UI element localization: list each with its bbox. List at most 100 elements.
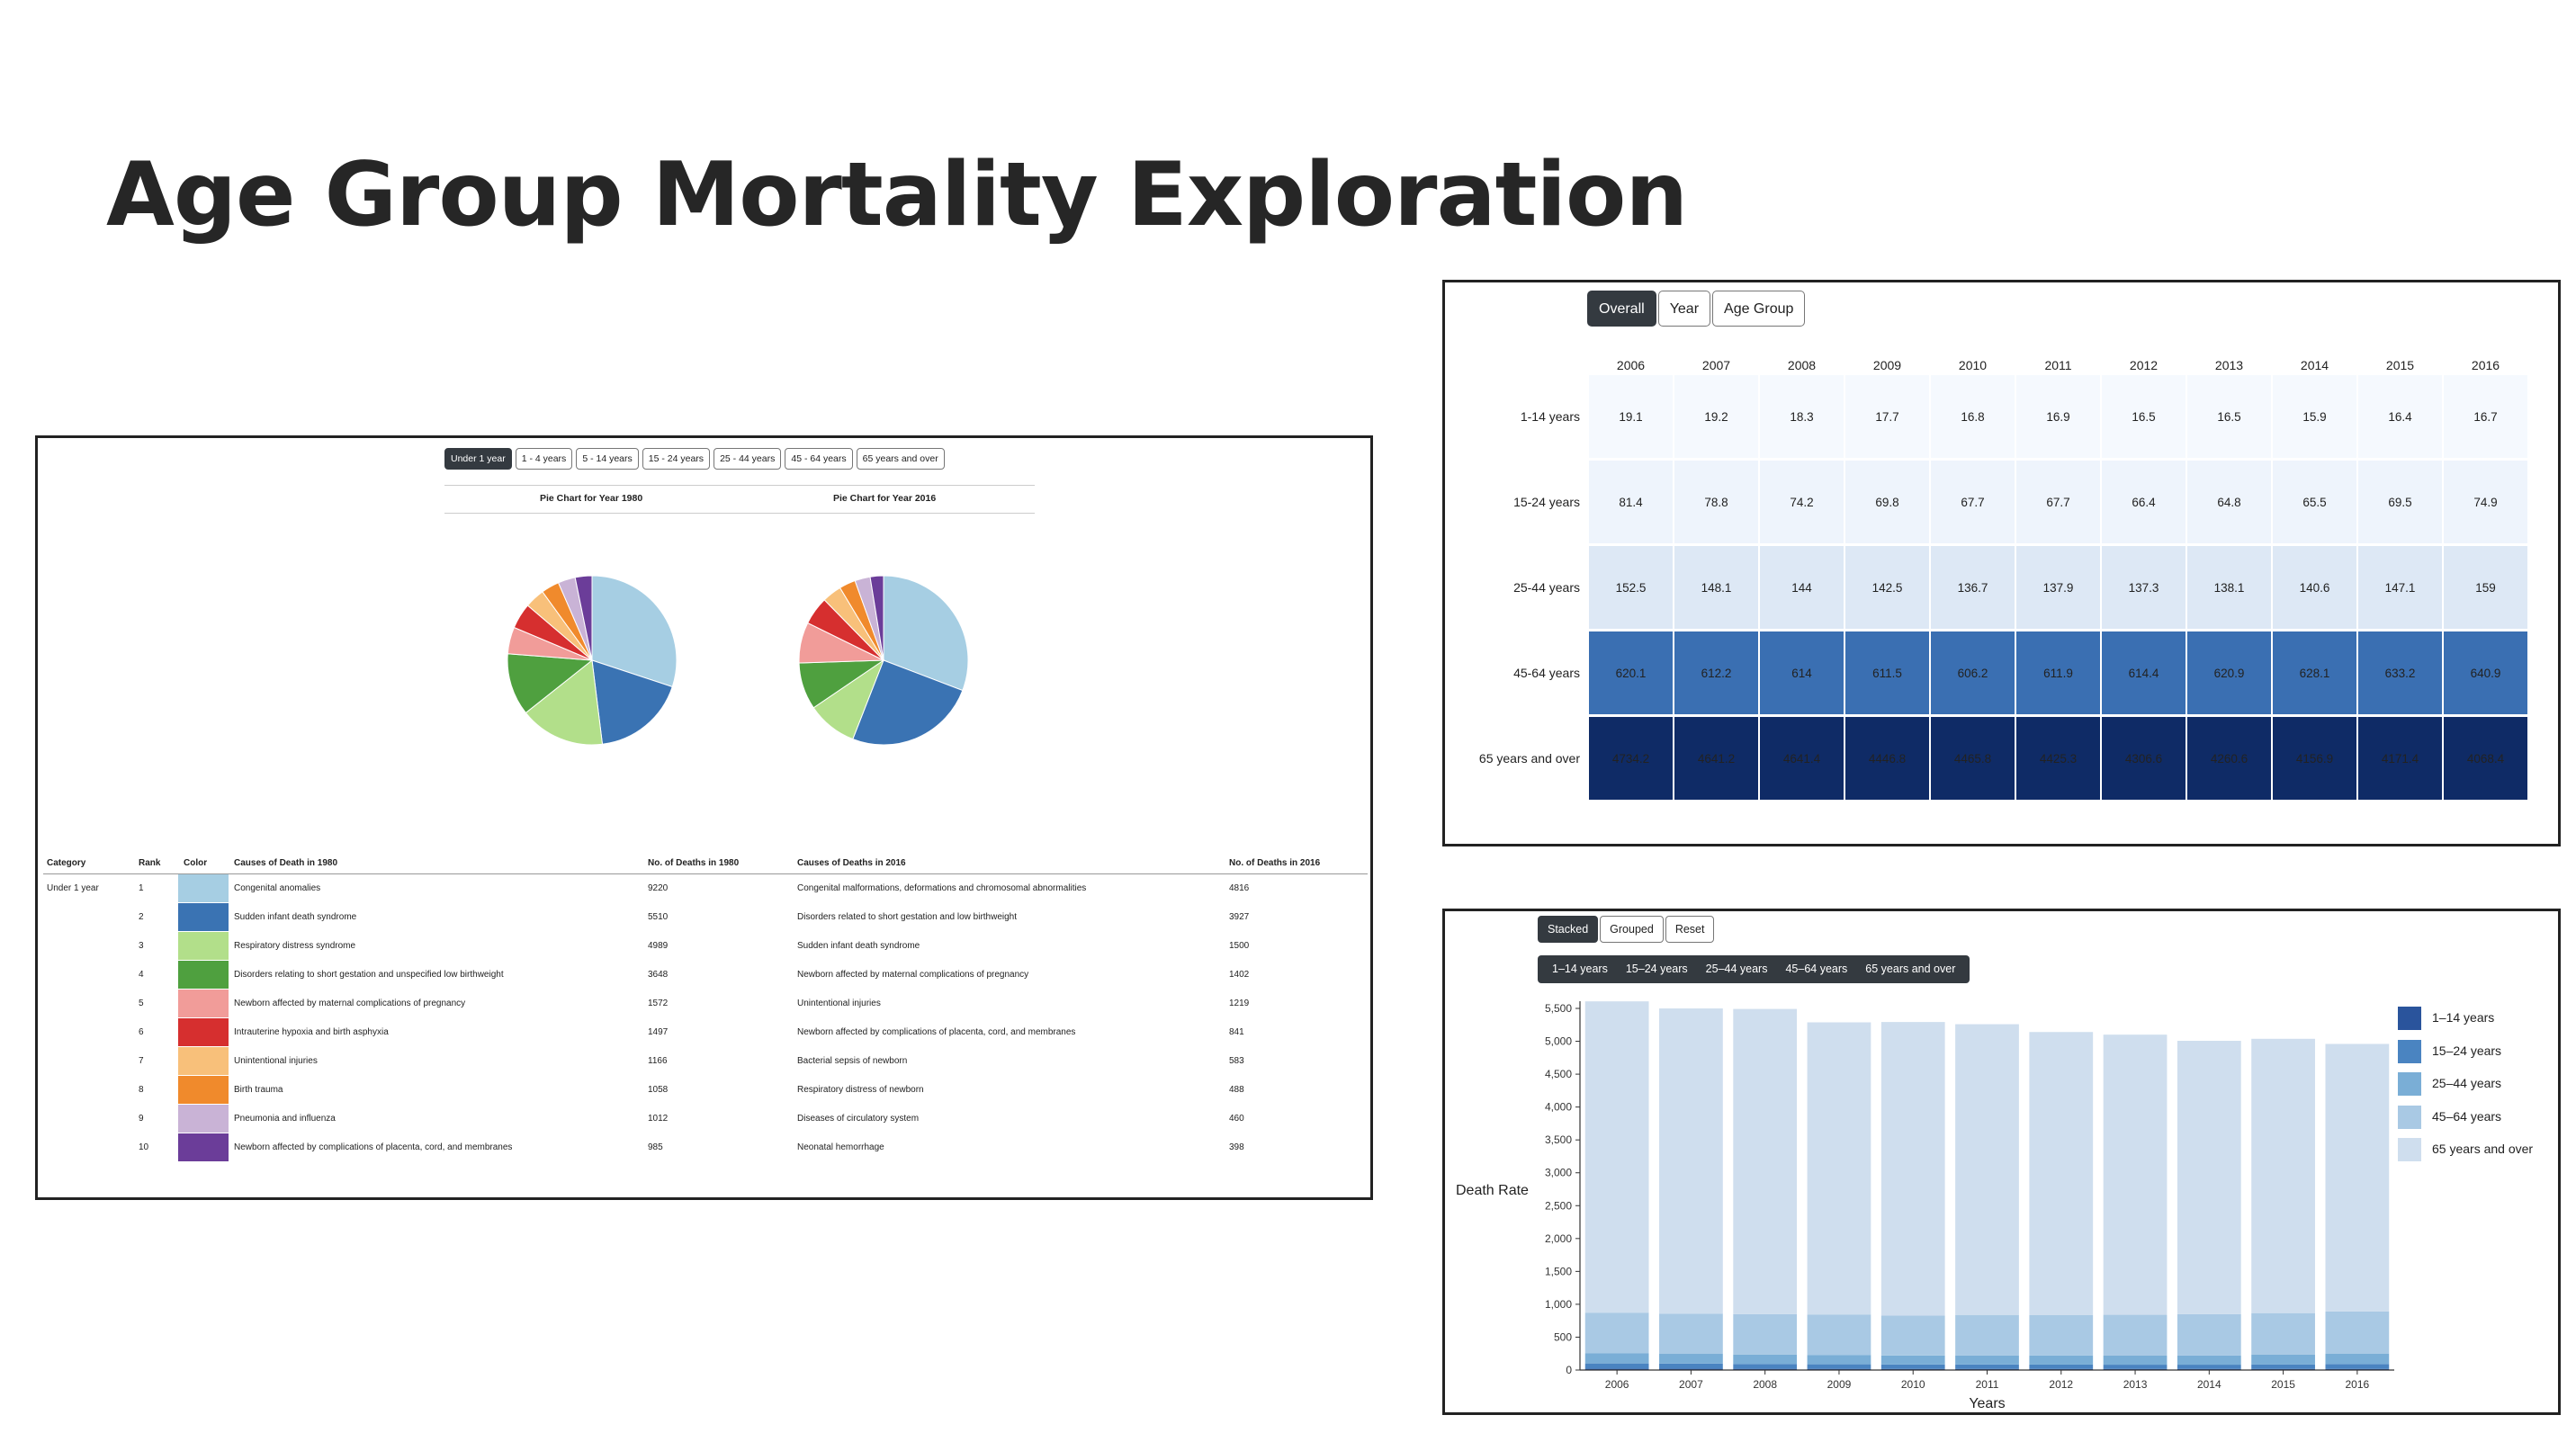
bar-segment[interactable] xyxy=(2177,1041,2241,1314)
bar-segment[interactable] xyxy=(2251,1038,2315,1313)
bar-segment[interactable] xyxy=(1584,1363,1649,1369)
bar-segment[interactable] xyxy=(1584,1368,1649,1370)
heatmap-cell[interactable]: 147.1 xyxy=(2358,546,2442,629)
bar-segment[interactable] xyxy=(1584,1001,1649,1313)
pie-slice[interactable] xyxy=(591,659,673,745)
pie-slice[interactable] xyxy=(869,575,884,661)
bar-segment[interactable] xyxy=(1880,1355,1945,1365)
series-button-45-64[interactable]: 45–64 years xyxy=(1785,963,1848,975)
bar-segment[interactable] xyxy=(1807,1355,1871,1365)
bar-segment[interactable] xyxy=(2029,1355,2094,1365)
pie-slice[interactable] xyxy=(883,575,969,692)
heatmap-cell[interactable]: 152.5 xyxy=(1589,546,1673,629)
bar-segment[interactable] xyxy=(2325,1311,2390,1354)
heatmap-cell[interactable]: 65.5 xyxy=(2273,461,2356,543)
heatmap-cell[interactable]: 16.8 xyxy=(1931,375,2015,458)
series-button-15-24[interactable]: 15–24 years xyxy=(1625,963,1688,975)
tab-45-64-years[interactable]: 45 - 64 years xyxy=(785,448,853,470)
heatmap-cell[interactable]: 620.1 xyxy=(1589,631,1673,714)
tab-5-14-years[interactable]: 5 - 14 years xyxy=(576,448,639,470)
series-button-65-over[interactable]: 65 years and over xyxy=(1865,963,1956,975)
pie-slice[interactable] xyxy=(507,653,594,714)
heatmap-cell[interactable]: 611.9 xyxy=(2016,631,2100,714)
bar-segment[interactable] xyxy=(1880,1315,1945,1356)
heatmap-cell[interactable]: 144 xyxy=(1760,546,1844,629)
bar-segment[interactable] xyxy=(1659,1354,1723,1364)
heatmap-cell[interactable]: 4446.8 xyxy=(1845,717,1929,800)
bar-segment[interactable] xyxy=(1955,1315,2019,1356)
heatmap-cell[interactable]: 66.4 xyxy=(2102,461,2186,543)
bar-segment[interactable] xyxy=(2251,1354,2315,1365)
bar-segment[interactable] xyxy=(2177,1365,2241,1369)
bar-segment[interactable] xyxy=(1659,1313,1723,1355)
heatmap-cell[interactable]: 4171.4 xyxy=(2358,717,2442,800)
heatmap-cell[interactable]: 614.4 xyxy=(2102,631,2186,714)
pie-slice[interactable] xyxy=(591,575,678,688)
bar-segment[interactable] xyxy=(2325,1368,2390,1370)
heatmap-cell[interactable]: 633.2 xyxy=(2358,631,2442,714)
bar-segment[interactable] xyxy=(1733,1354,1798,1365)
bar-segment[interactable] xyxy=(1733,1368,1798,1370)
tab-1-4-years[interactable]: 1 - 4 years xyxy=(515,448,573,470)
bar-segment[interactable] xyxy=(2029,1364,2094,1369)
heatmap-cell[interactable]: 67.7 xyxy=(2016,461,2100,543)
heatmap-cell[interactable]: 4465.8 xyxy=(1931,717,2015,800)
heatmap-cell[interactable]: 640.9 xyxy=(2444,631,2527,714)
heatmap-cell[interactable]: 628.1 xyxy=(2273,631,2356,714)
bar-segment[interactable] xyxy=(2251,1312,2315,1355)
tab-overall[interactable]: Overall xyxy=(1587,291,1656,327)
heatmap-cell[interactable]: 159 xyxy=(2444,546,2527,629)
heatmap-cell[interactable]: 16.4 xyxy=(2358,375,2442,458)
heatmap-cell[interactable]: 4068.4 xyxy=(2444,717,2527,800)
bar-segment[interactable] xyxy=(1955,1355,2019,1365)
heatmap-cell[interactable]: 138.1 xyxy=(2187,546,2271,629)
heatmap-cell[interactable]: 4306.6 xyxy=(2102,717,2186,800)
bar-segment[interactable] xyxy=(1955,1368,2019,1370)
bar-segment[interactable] xyxy=(1880,1368,1945,1370)
heatmap-cell[interactable]: 4260.6 xyxy=(2187,717,2271,800)
heatmap-cell[interactable]: 74.2 xyxy=(1760,461,1844,543)
bar-segment[interactable] xyxy=(1659,1368,1723,1370)
tab-25-44-years[interactable]: 25 - 44 years xyxy=(714,448,782,470)
bar-segment[interactable] xyxy=(1807,1364,1871,1369)
heatmap-cell[interactable]: 620.9 xyxy=(2187,631,2271,714)
heatmap-cell[interactable]: 81.4 xyxy=(1589,461,1673,543)
grouped-button[interactable]: Grouped xyxy=(1600,916,1664,943)
bar-segment[interactable] xyxy=(2325,1043,2390,1312)
bar-segment[interactable] xyxy=(1807,1368,1871,1370)
heatmap-cell[interactable]: 74.9 xyxy=(2444,461,2527,543)
heatmap-cell[interactable]: 611.5 xyxy=(1845,631,1929,714)
heatmap-cell[interactable]: 137.9 xyxy=(2016,546,2100,629)
heatmap-cell[interactable]: 136.7 xyxy=(1931,546,2015,629)
pie-slice[interactable] xyxy=(525,659,604,746)
bar-segment[interactable] xyxy=(2103,1314,2168,1356)
heatmap-cell[interactable]: 67.7 xyxy=(1931,461,2015,543)
series-button-25-44[interactable]: 25–44 years xyxy=(1705,963,1768,975)
bar-segment[interactable] xyxy=(1659,1008,1723,1314)
bar-segment[interactable] xyxy=(1880,1364,1945,1369)
bar-segment[interactable] xyxy=(2103,1365,2168,1369)
heatmap-cell[interactable]: 16.7 xyxy=(2444,375,2527,458)
bar-segment[interactable] xyxy=(2103,1034,2168,1315)
heatmap-cell[interactable]: 614 xyxy=(1760,631,1844,714)
heatmap-cell[interactable]: 69.5 xyxy=(2358,461,2442,543)
heatmap-cell[interactable]: 4425.3 xyxy=(2016,717,2100,800)
bar-segment[interactable] xyxy=(1955,1024,2019,1316)
heatmap-cell[interactable]: 64.8 xyxy=(2187,461,2271,543)
bar-segment[interactable] xyxy=(2325,1353,2390,1365)
heatmap-cell[interactable]: 140.6 xyxy=(2273,546,2356,629)
heatmap-cell[interactable]: 69.8 xyxy=(1845,461,1929,543)
bar-segment[interactable] xyxy=(1733,1364,1798,1369)
heatmap-cell[interactable]: 606.2 xyxy=(1931,631,2015,714)
bar-segment[interactable] xyxy=(1880,1022,1945,1316)
heatmap-cell[interactable]: 17.7 xyxy=(1845,375,1929,458)
bar-segment[interactable] xyxy=(1807,1022,1871,1315)
bar-segment[interactable] xyxy=(1584,1353,1649,1364)
pie-slice[interactable] xyxy=(852,659,964,746)
bar-segment[interactable] xyxy=(2103,1355,2168,1366)
heatmap-cell[interactable]: 18.3 xyxy=(1760,375,1844,458)
heatmap-cell[interactable]: 4641.4 xyxy=(1760,717,1844,800)
bar-segment[interactable] xyxy=(2325,1364,2390,1369)
heatmap-cell[interactable]: 15.9 xyxy=(2273,375,2356,458)
heatmap-cell[interactable]: 19.1 xyxy=(1589,375,1673,458)
